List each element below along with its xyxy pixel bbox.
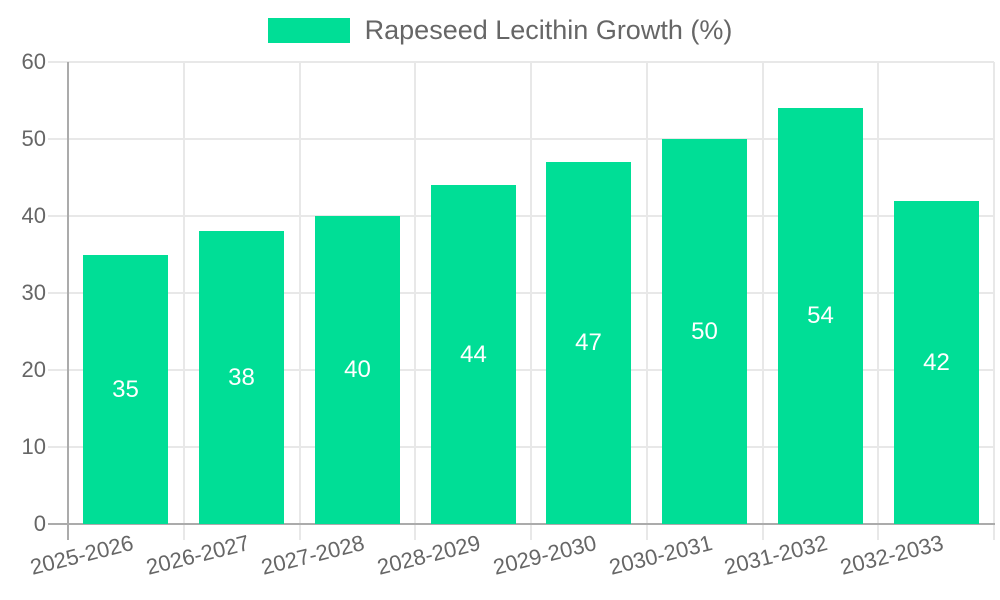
x-axis-tick-mark (877, 524, 879, 540)
y-axis-tick-mark (48, 292, 68, 294)
bar[interactable]: 35 (83, 255, 168, 524)
bar-value-label: 42 (923, 348, 950, 376)
bar-value-label: 35 (112, 375, 139, 403)
y-tick-label: 40 (21, 203, 46, 228)
x-tick-label: 2031-2032 (721, 530, 830, 580)
bar[interactable]: 42 (894, 201, 979, 524)
x-tick-label: 2029-2030 (490, 530, 599, 580)
x-axis-tick-mark (993, 524, 995, 540)
y-axis-tick-mark (48, 523, 68, 525)
grid-line-vertical (414, 62, 416, 524)
y-axis-tick-mark (48, 61, 68, 63)
y-tick-label: 0 (33, 511, 46, 536)
bar-value-label: 47 (575, 329, 602, 356)
y-axis-tick-mark (48, 138, 68, 140)
x-axis-tick-mark (299, 524, 301, 540)
y-axis-tick-mark (48, 369, 68, 371)
y-tick-label: 60 (21, 49, 46, 74)
bar-value-label: 50 (691, 317, 718, 345)
x-tick-label: 2030-2031 (606, 530, 715, 580)
y-axis-tick-mark (48, 215, 68, 217)
grid-line-vertical (299, 62, 301, 524)
bar[interactable]: 38 (199, 231, 284, 524)
bar-value-label: 40 (344, 356, 371, 383)
grid-line-vertical (877, 62, 879, 524)
bar[interactable]: 50 (662, 139, 747, 524)
bar-value-label: 38 (228, 363, 255, 391)
bar[interactable]: 54 (778, 108, 863, 524)
bar-value-label: 54 (807, 302, 834, 329)
x-tick-label: 2026-2027 (143, 530, 252, 580)
y-tick-label: 10 (21, 434, 46, 459)
y-axis-tick-mark (48, 446, 68, 448)
bar[interactable]: 40 (315, 216, 400, 524)
x-axis-tick-mark (183, 524, 185, 540)
legend-item-rapeseed-lecithin[interactable]: Rapeseed Lecithin Growth (%) (267, 15, 733, 46)
y-tick-label: 30 (21, 280, 46, 305)
grid-line-vertical (993, 62, 995, 524)
y-tick-label: 20 (21, 357, 46, 382)
x-tick-label: 2028-2029 (374, 530, 483, 580)
y-tick-label: 50 (21, 126, 46, 151)
legend: Rapeseed Lecithin Growth (%) (0, 15, 1000, 46)
x-tick-label: 2025-2026 (27, 530, 136, 580)
legend-label: Rapeseed Lecithin Growth (%) (364, 15, 733, 45)
bar[interactable]: 47 (546, 162, 631, 524)
grid-line-vertical (183, 62, 185, 524)
grid-line-vertical (762, 62, 764, 524)
grid-line-vertical (646, 62, 648, 524)
x-axis-tick-mark (646, 524, 648, 540)
y-axis-line (67, 62, 69, 524)
x-tick-label: 2032-2033 (837, 530, 946, 580)
bar[interactable]: 44 (431, 185, 516, 524)
x-axis-tick-mark (67, 524, 69, 540)
x-axis-tick-mark (414, 524, 416, 540)
grid-line-vertical (530, 62, 532, 524)
x-axis-line (67, 523, 995, 525)
bar-value-label: 44 (460, 340, 487, 368)
legend-color-swatch (267, 18, 350, 43)
x-axis-tick-mark (530, 524, 532, 540)
x-axis-tick-mark (762, 524, 764, 540)
x-tick-label: 2027-2028 (258, 530, 367, 580)
